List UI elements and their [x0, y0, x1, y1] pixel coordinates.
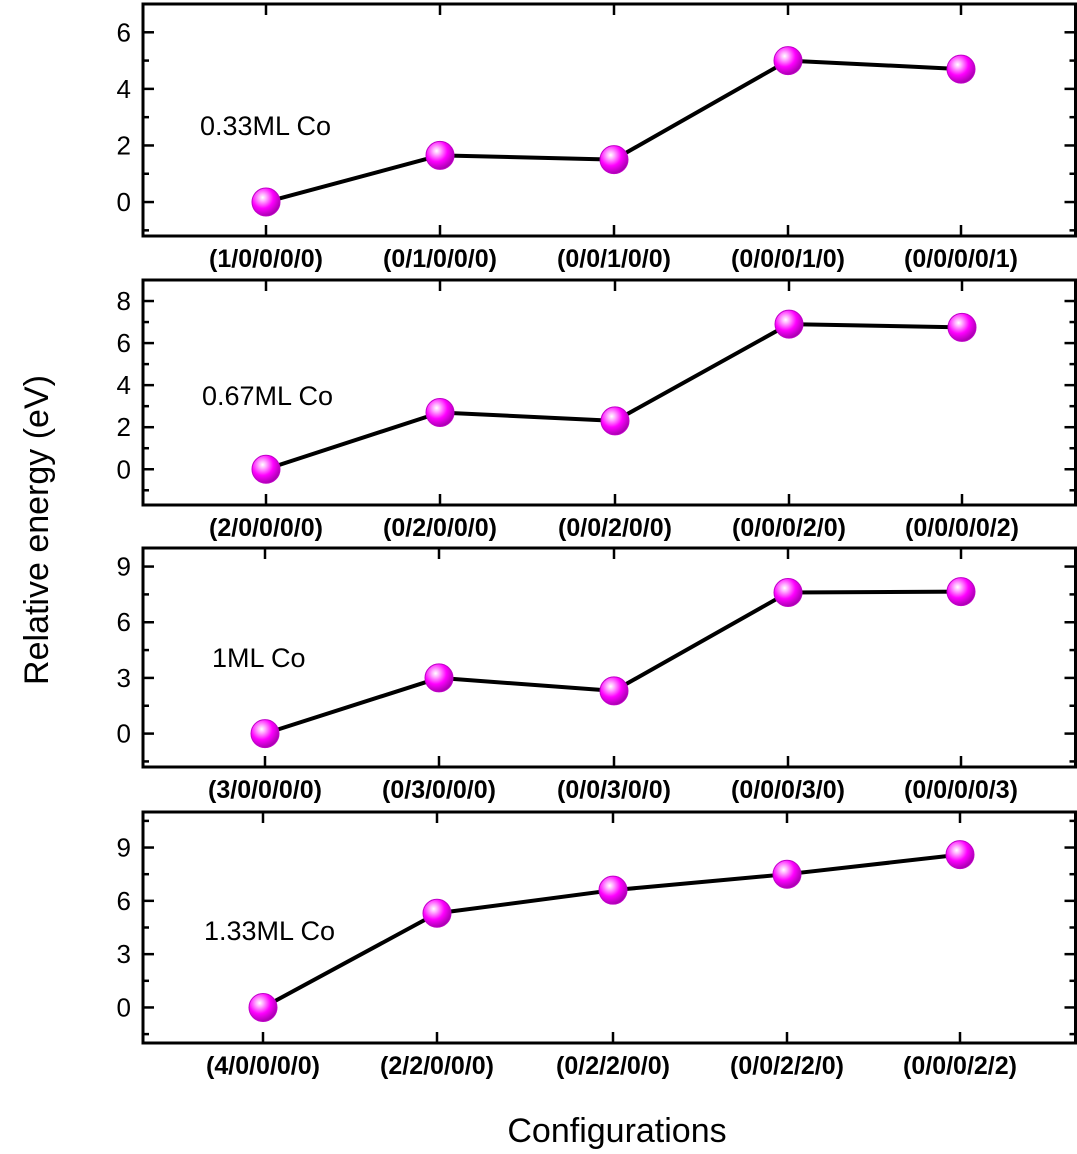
data-point — [422, 898, 452, 928]
y-tick-label: 0 — [117, 992, 131, 1022]
data-point — [598, 875, 628, 905]
panel-annotation: 0.67ML Co — [202, 381, 333, 411]
y-tick-label: 9 — [117, 552, 131, 582]
y-tick-label: 6 — [117, 886, 131, 916]
category-label: (0/0/2/2/0) — [730, 1052, 844, 1080]
data-point — [248, 992, 278, 1022]
y-axis-title: Relative energy (eV) — [18, 375, 56, 685]
data-point — [424, 663, 454, 693]
category-label: (4/0/0/0/0) — [206, 1052, 320, 1080]
data-point — [946, 577, 976, 607]
category-label: (0/0/0/0/2) — [905, 514, 1019, 542]
y-tick-label: 0 — [117, 187, 131, 217]
panel-2: 0 2 4 6 8 (2/0/0/0/0) (0/2/0/0/0) (0/0/2/0/0) (0… — [117, 278, 1077, 542]
category-label: (1/0/0/0/0) — [209, 245, 323, 273]
y-tick-label: 3 — [117, 663, 131, 693]
y-tick-label: 6 — [117, 328, 131, 358]
category-label: (0/0/0/2/0) — [732, 514, 846, 542]
y-tick-label: 3 — [117, 939, 131, 969]
category-label: (2/2/0/0/0) — [380, 1052, 494, 1080]
series-line — [264, 589, 962, 736]
category-label: (0/0/0/0/3) — [904, 776, 1018, 804]
data-point — [250, 719, 280, 749]
plot-frame — [141, 2, 1077, 238]
panel-annotation: 0.33ML Co — [200, 111, 331, 141]
category-label: (0/0/3/0/0) — [557, 776, 671, 804]
y-tick-label: 8 — [117, 286, 131, 316]
category-label: (0/0/0/3/0) — [731, 776, 845, 804]
plot-frame — [141, 278, 1077, 507]
panel-3: 0 3 6 9 (3/0/0/0/0) (0/3/0/0/0) (0/0/3/0/0) (0/… — [117, 546, 1077, 804]
y-tick-label: 4 — [117, 370, 131, 400]
series-line — [265, 322, 963, 472]
category-label: (0/0/0/0/1) — [904, 245, 1018, 273]
panel-4: 0 3 6 9 (4/0/0/0/0) (2/2/0/0/0) (0/2/2/0/0) (0/… — [117, 810, 1077, 1080]
category-label: (0/3/0/0/0) — [382, 776, 496, 804]
y-tick-label: 6 — [117, 607, 131, 637]
y-tick-label: 4 — [117, 74, 131, 104]
category-label: (0/2/0/0/0) — [383, 514, 497, 542]
panel-1: 0 2 4 6 (1/0/0/0/0) (0/1/0/0/0) (0/0/1/0/0) (0/… — [117, 2, 1077, 273]
category-label: (2/0/0/0/0) — [209, 514, 323, 542]
data-point — [251, 454, 281, 484]
plot-frame — [141, 546, 1077, 769]
data-point — [251, 187, 281, 217]
panel-annotation: 1ML Co — [212, 643, 306, 673]
category-label: (3/0/0/0/0) — [208, 776, 322, 804]
panels: 0 2 4 6 (1/0/0/0/0) (0/1/0/0/0) (0/0/1/0/0) (0/… — [117, 2, 1077, 1080]
category-label: (0/0/2/0/0) — [558, 514, 672, 542]
y-tick-label: 9 — [117, 833, 131, 863]
y-tick-label: 2 — [117, 130, 131, 160]
data-point — [947, 312, 977, 342]
category-label: (0/0/0/2/2) — [903, 1052, 1017, 1080]
category-label: (0/0/0/1/0) — [731, 245, 845, 273]
y-tick-label: 2 — [117, 412, 131, 442]
data-point — [945, 840, 975, 870]
panel-annotation: 1.33ML Co — [204, 916, 335, 946]
data-point — [425, 397, 455, 427]
category-label: (0/0/1/0/0) — [557, 245, 671, 273]
data-point — [946, 54, 976, 84]
y-tick-label: 0 — [117, 454, 131, 484]
data-point — [599, 676, 629, 706]
series-line — [265, 58, 962, 204]
data-point — [773, 578, 803, 608]
data-point — [425, 140, 455, 170]
category-label: (0/1/0/0/0) — [383, 245, 497, 273]
data-point — [774, 309, 804, 339]
y-tick-label: 0 — [117, 719, 131, 749]
data-point — [599, 145, 629, 175]
data-point — [772, 859, 802, 889]
x-axis-title: Configurations — [507, 1112, 726, 1150]
y-tick-label: 6 — [117, 17, 131, 47]
category-label: (0/2/2/0/0) — [556, 1052, 670, 1080]
data-point — [600, 406, 630, 436]
data-point — [773, 46, 803, 76]
